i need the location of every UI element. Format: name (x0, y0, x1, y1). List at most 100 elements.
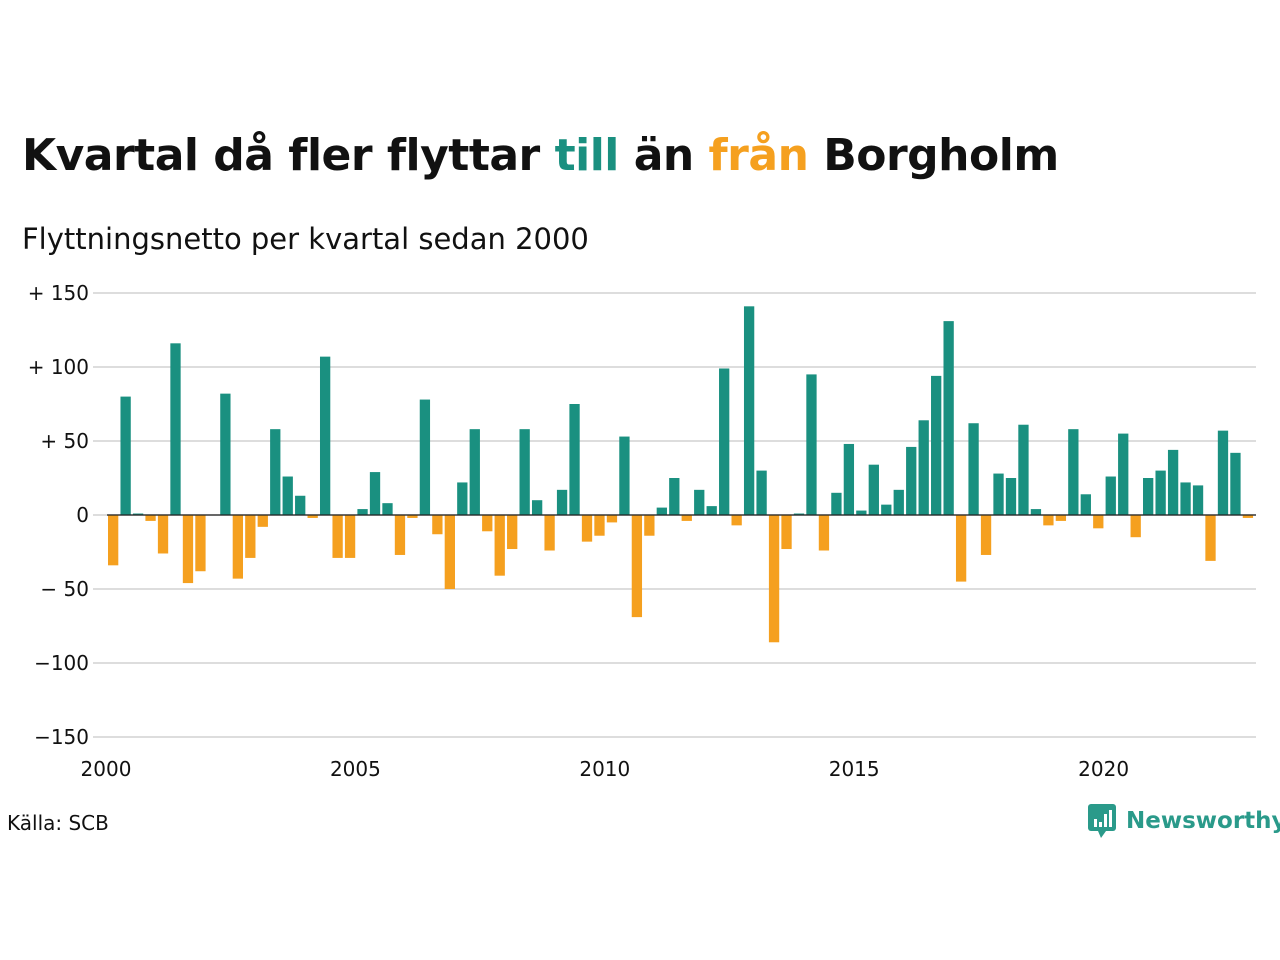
bar-positive (793, 513, 805, 515)
x-tick-label: 2020 (1078, 757, 1129, 781)
bar-positive (556, 489, 568, 515)
bar-positive (295, 495, 306, 515)
bar-negative (245, 515, 256, 558)
bar-positive (1105, 476, 1116, 515)
bar-positive (369, 472, 381, 515)
bar-positive (893, 489, 904, 515)
title-part-1: Kvartal då fler flyttar (22, 130, 540, 181)
y-tick-label: + 150 (28, 281, 89, 305)
bar-positive (806, 374, 817, 515)
x-tick-label: 2010 (579, 757, 630, 781)
bar-positive (1192, 485, 1204, 515)
bar-positive (756, 470, 767, 515)
newsworthy-logo: Newsworthy (1088, 804, 1280, 838)
bar-negative (544, 515, 555, 551)
bar-negative (1043, 515, 1054, 526)
bar-positive (1030, 509, 1042, 515)
bar-positive (1068, 429, 1079, 515)
bar-positive (1230, 452, 1241, 515)
chart-speech-bubble-icon (1088, 804, 1116, 838)
bar-negative (145, 515, 156, 521)
bar-positive (1167, 449, 1179, 515)
bar-positive (856, 510, 867, 515)
bar-positive (694, 489, 705, 515)
bar-negative (1093, 515, 1104, 529)
x-tick-label: 2000 (81, 757, 132, 781)
logo-text: Newsworthy (1126, 808, 1280, 834)
y-tick-label: −100 (34, 651, 89, 675)
bar-negative (1055, 515, 1067, 521)
bar-negative (681, 515, 692, 521)
bar-negative (818, 515, 830, 551)
title-fran: från (708, 130, 809, 181)
bar-positive (170, 343, 181, 515)
bar-negative (394, 515, 406, 555)
bar-positive (419, 399, 431, 515)
chart-subtitle: Flyttningsnetto per kvartal sedan 2000 (22, 222, 589, 256)
y-tick-label: −150 (34, 725, 89, 749)
bar-positive (906, 446, 917, 515)
bar-positive (220, 393, 231, 515)
bar-negative (108, 515, 119, 566)
bar-positive (1080, 494, 1091, 515)
bar-negative (307, 515, 318, 518)
bar-positive (382, 503, 393, 515)
bar-positive (993, 473, 1004, 515)
x-tick-label: 2005 (330, 757, 381, 781)
bar-negative (157, 515, 169, 554)
bar-positive (282, 476, 293, 515)
title-part-2: än (633, 130, 695, 181)
y-tick-label: + 100 (28, 355, 89, 379)
bar-positive (619, 436, 630, 515)
bar-positive (931, 375, 942, 515)
bar-positive (1217, 430, 1229, 515)
bar-negative (768, 515, 780, 643)
bar-negative (494, 515, 505, 576)
bar-negative (195, 515, 206, 572)
bar-negative (955, 515, 967, 582)
bar-positive (469, 429, 480, 515)
bar-positive (569, 404, 580, 515)
bar-negative (781, 515, 792, 550)
chart-title: Kvartal då fler flyttar till än från Bor… (22, 130, 1059, 181)
bar-positive (1118, 433, 1129, 515)
bar-positive (1155, 470, 1166, 515)
bar-negative (1130, 515, 1141, 538)
bar-positive (531, 500, 543, 515)
bar-positive (270, 429, 281, 515)
x-tick-label: 2015 (829, 757, 880, 781)
bar-positive (868, 464, 879, 515)
bar-positive (719, 368, 730, 515)
bar-positive (120, 396, 131, 515)
bar-negative (980, 515, 992, 555)
bar-positive (843, 443, 855, 515)
bar-negative (182, 515, 194, 584)
bar-negative (644, 515, 655, 536)
title-part-3: Borgholm (823, 130, 1059, 181)
bar-positive (656, 507, 667, 515)
y-tick-label: − 50 (40, 577, 89, 601)
bar-negative (444, 515, 455, 589)
bar-positive (943, 321, 954, 515)
bar-negative (482, 515, 493, 532)
source-note: Källa: SCB (7, 811, 109, 835)
bar-positive (457, 482, 468, 515)
bar-positive (669, 478, 680, 515)
bar-negative (344, 515, 356, 558)
bar-positive (357, 509, 368, 515)
bar-positive (1143, 478, 1154, 515)
bar-negative (1242, 515, 1254, 518)
y-tick-label: 0 (76, 503, 89, 527)
bar-negative (332, 515, 343, 558)
bar-negative (1205, 515, 1216, 561)
bar-positive (918, 420, 929, 515)
bar-negative (432, 515, 443, 535)
bar-negative (581, 515, 593, 542)
bar-negative (731, 515, 742, 526)
bar-negative (606, 515, 618, 523)
bar-negative (407, 515, 418, 518)
bar-negative (631, 515, 643, 618)
bar-positive (706, 506, 717, 515)
title-till: till (554, 130, 620, 181)
